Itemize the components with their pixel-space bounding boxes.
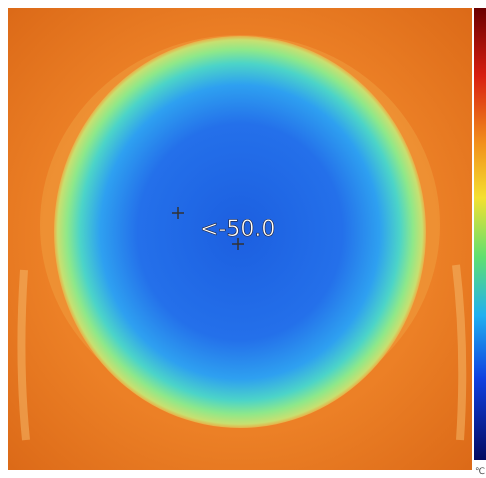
thermal-view: <-50.0 ℃ [0, 0, 486, 478]
scale-unit: ℃ [475, 467, 485, 477]
edge-glow [21, 270, 26, 440]
color-scale [474, 8, 486, 460]
temperature-readout: <-50.0 [200, 217, 275, 242]
